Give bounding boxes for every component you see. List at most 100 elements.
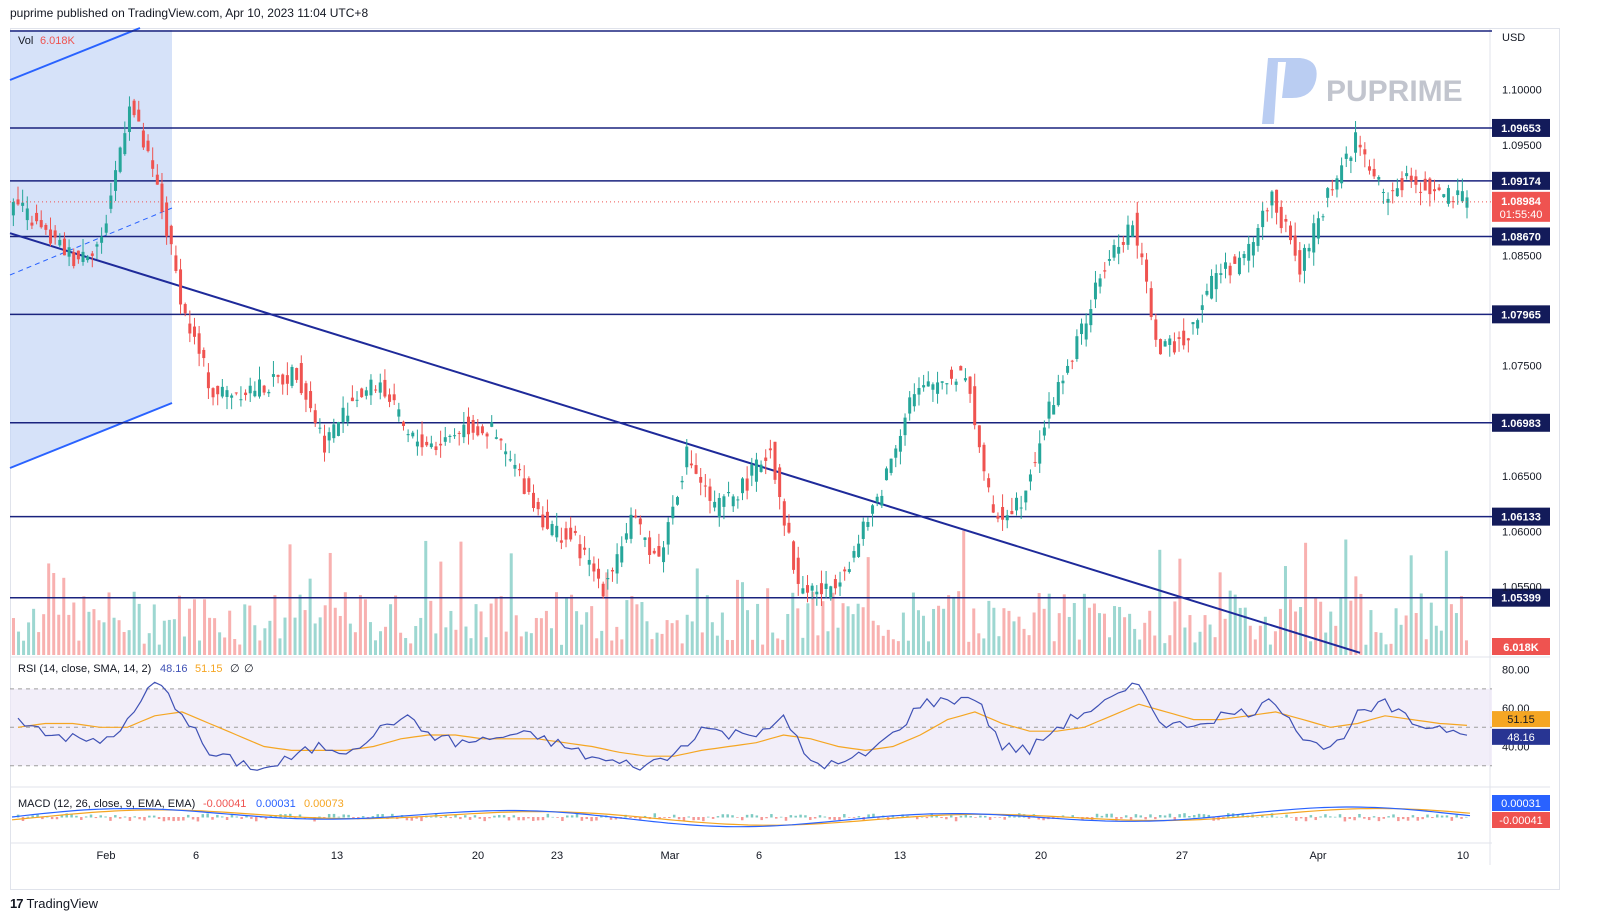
volume-bar [710,622,714,655]
volume-bar [1268,644,1272,655]
macd-histogram-bar [289,813,292,818]
macd-histogram-bar [726,814,729,818]
candle-body [949,369,953,379]
candle-body [1112,245,1116,258]
macd-histogram-bar [1426,814,1429,818]
candle-body [847,569,851,572]
macd-histogram-bar [250,817,253,819]
candle-body [917,387,921,395]
macd-histogram-bar [138,817,141,820]
volume-bar [640,602,644,655]
macd-histogram-bar [1129,817,1133,820]
volume-bar [1193,642,1197,655]
candle-body [100,236,104,243]
macd-histogram-bar [745,814,749,818]
candle-body [1168,338,1172,345]
volume-bar [283,617,287,655]
volume-bar [766,588,770,655]
candle-body [754,459,758,482]
candle-body [58,239,62,246]
candle-body [364,390,368,396]
candle-body [499,438,503,441]
macd-histogram-bar [1319,816,1322,818]
x-tick-label: Feb [97,850,116,862]
macd-histogram-bar [1110,813,1113,818]
level-badge-1.06983 [1492,413,1550,432]
volume-bar [137,603,141,655]
macd-histogram-bar [225,817,229,820]
rsi-y-tick: 80.00 [1502,665,1530,677]
volume-bar [1258,625,1262,655]
macd-histogram-bar [420,817,423,822]
macd-histogram-bar [1013,816,1016,818]
volume-bar [942,608,946,655]
candle-body [1015,497,1019,511]
macd-histogram-bar [459,817,462,820]
volume-bar [927,641,931,655]
volume-bar [514,615,518,655]
volume-bar [539,618,543,655]
level-badge-1.07965 [1492,305,1550,324]
candle-body [1312,223,1316,253]
volume-bar [504,631,508,655]
candle-body [1293,235,1297,256]
macd-histogram-bar [327,814,331,818]
macd-histogram-bar [847,817,851,818]
candle-body [912,394,916,407]
candle-body [323,435,327,453]
candle-body [541,514,545,528]
tradingview-brand[interactable]: 17 TradingView [10,896,98,911]
level-badge-text: 1.06983 [1501,418,1541,430]
macd-histogram-bar [901,814,904,818]
candle-body [1061,380,1065,384]
volume-bar [368,622,372,655]
volume-bar [353,632,357,655]
candle-body [401,421,405,426]
volume-bar [1243,607,1247,655]
macd-histogram-bar [143,817,146,821]
volume-bar [157,644,161,655]
rsi-extra-value: ∅ [244,663,254,675]
macd-histogram-bar [1134,814,1138,818]
macd-histogram-bar [1163,815,1167,818]
macd-histogram-bar [463,815,467,818]
candle-body [1089,309,1093,326]
candle-body [587,559,591,565]
volume-bar [524,631,528,655]
candle-body [262,385,266,393]
macd-histogram-bar [590,817,593,822]
candle-body [573,530,577,534]
candle-body [610,570,614,572]
macd-histogram-bar [1285,814,1288,818]
candle-body [508,459,512,461]
volume-bar [293,617,297,655]
macd-histogram-bar [342,814,345,818]
candle-body [285,375,289,384]
macd-histogram-bar [1392,814,1395,818]
candle-body [954,381,958,385]
trading-chart[interactable]: PUPRIME 1.09653 1.09174 1.08670 1.07965 1.069… [0,0,1600,892]
volume-bar [1203,615,1207,655]
volume-bar [223,637,227,655]
level-badge-text: 1.08670 [1501,231,1541,243]
volume-bar [1454,613,1458,655]
volume-bar [554,592,558,655]
macd-histogram-bar [672,814,676,818]
volume-bar [1409,555,1413,655]
macd-histogram-bar [1309,815,1313,818]
candle-body [671,506,675,519]
volume-bar [419,617,423,655]
candle-body [1024,490,1028,503]
volume-bar [17,631,21,655]
macd-histogram-bar [1042,817,1045,821]
volume-bar [1002,608,1006,655]
candle-body [406,434,410,436]
macd-histogram-bar [998,817,1002,818]
candle-body [880,495,884,506]
x-tick-label: Mar [661,850,680,862]
macd-histogram-bar [988,817,992,820]
volume-bar [52,573,56,655]
channel-upper-line [9,27,141,81]
candle-body [480,426,484,434]
candle-body [127,106,131,133]
